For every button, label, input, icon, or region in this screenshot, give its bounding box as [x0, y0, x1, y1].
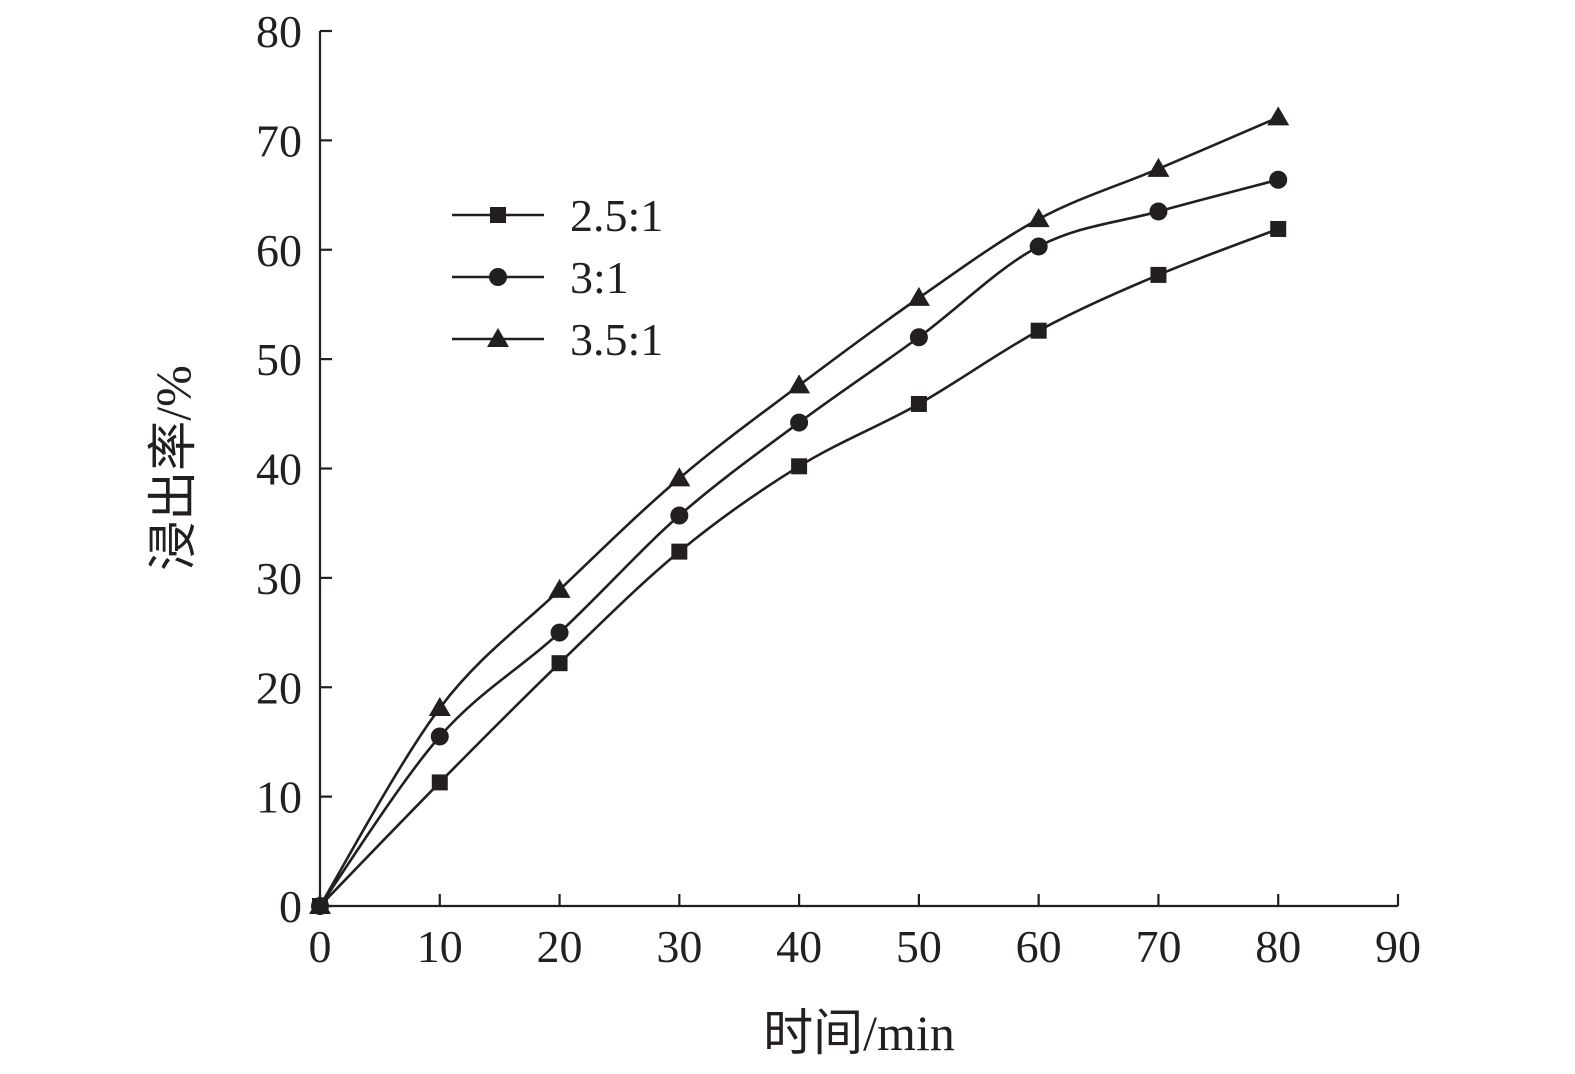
x-tick-label: 80	[1255, 921, 1301, 972]
data-point	[909, 328, 928, 347]
data-point	[1269, 170, 1288, 189]
y-tick-label: 30	[256, 553, 302, 604]
ticks: 0 10 20 30 40 50 60 70 80 90 0 10 20 30 40 50 60 70 80	[256, 6, 1421, 972]
y-tick-label: 40	[256, 444, 302, 495]
data-point	[431, 774, 448, 791]
legend-marker	[489, 268, 507, 286]
data-point	[790, 413, 809, 432]
y-tick-label: 50	[256, 334, 302, 385]
series-line	[318, 116, 1279, 907]
data-point	[791, 458, 808, 475]
x-tick-label: 60	[1016, 921, 1062, 972]
legend-item: 2.5:1	[452, 190, 663, 241]
legend-marker	[487, 328, 509, 347]
series-triangle	[309, 106, 1290, 914]
x-tick-label: 50	[896, 921, 942, 972]
y-tick-label: 60	[256, 225, 302, 276]
series-square	[312, 220, 1287, 914]
data-point	[428, 697, 451, 717]
x-tick-label: 70	[1135, 921, 1181, 972]
legend-item: 3:1	[452, 252, 629, 303]
x-tick-label: 0	[309, 921, 332, 972]
x-tick-label: 20	[537, 921, 583, 972]
y-tick-label: 80	[256, 6, 302, 57]
data-point	[1149, 202, 1168, 221]
axes	[318, 31, 1398, 908]
series-circle	[311, 170, 1288, 915]
x-tick-label: 30	[656, 921, 702, 972]
data-point	[551, 655, 568, 672]
data-point	[548, 578, 571, 598]
data-point	[1267, 106, 1290, 126]
data-point	[670, 506, 689, 525]
legend-marker	[490, 207, 506, 223]
data-point	[668, 467, 691, 487]
y-tick-label: 0	[279, 881, 302, 932]
legend: 2.5:1 3:1 3.5:1	[452, 190, 663, 365]
data-point	[1027, 208, 1050, 228]
x-tick-label: 40	[776, 921, 822, 972]
legend-label: 3:1	[570, 252, 629, 303]
data-point	[430, 727, 449, 746]
x-tick-label: 10	[417, 921, 463, 972]
data-point	[1029, 237, 1048, 256]
y-tick-label: 70	[256, 115, 302, 166]
legend-label: 3.5:1	[570, 314, 663, 365]
data-point	[1030, 322, 1047, 339]
legend-item: 3.5:1	[452, 314, 663, 365]
series-line	[319, 227, 1279, 907]
data-point	[550, 623, 569, 642]
y-axis-title: 浸出率/%	[145, 365, 201, 571]
data-point	[910, 395, 927, 412]
data-point	[1150, 266, 1167, 283]
data-point	[671, 543, 688, 560]
data-point	[907, 286, 930, 306]
legend-label: 2.5:1	[570, 190, 663, 241]
data-point	[788, 374, 811, 394]
x-axis-title: 时间/min	[763, 1005, 955, 1061]
x-tick-label: 90	[1375, 921, 1421, 972]
data-point	[309, 895, 331, 914]
series-group	[309, 106, 1290, 915]
series-line	[318, 178, 1279, 907]
data-point	[1147, 157, 1170, 177]
data-point	[1270, 220, 1287, 237]
y-tick-label: 20	[256, 662, 302, 713]
y-tick-label: 10	[256, 772, 302, 823]
